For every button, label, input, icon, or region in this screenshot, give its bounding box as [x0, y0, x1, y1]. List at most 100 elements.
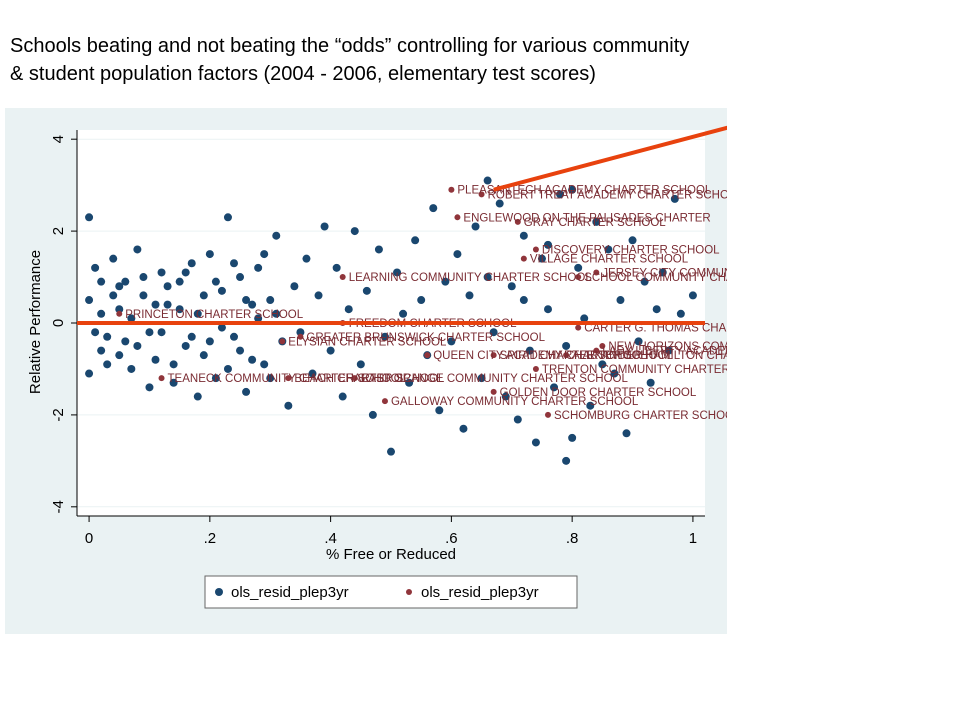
point-all-20	[175, 277, 184, 286]
charter-label-5: VILLAGE CHARTER SCHOOL	[530, 254, 689, 266]
point-all-52	[368, 410, 377, 419]
point-all-90	[598, 360, 607, 369]
charter-label-25: SCHOMBURG CHARTER SCHOOL	[554, 410, 727, 422]
point-all-28	[223, 213, 232, 222]
point-all-105	[562, 456, 571, 465]
point-all-121	[163, 282, 172, 291]
y-axis-label: Relative Performance	[27, 250, 44, 394]
point-all-29	[230, 332, 238, 341]
point-charter-24	[381, 398, 388, 405]
point-all-89	[592, 217, 601, 226]
point-all-132	[230, 259, 238, 268]
x-tick-label-5: 1	[689, 530, 697, 547]
point-all-116	[133, 341, 142, 350]
charter-label-13: ELYSIAN CHARTER SCHOOL	[288, 336, 447, 348]
point-all-24	[199, 351, 208, 360]
point-all-79	[531, 438, 540, 447]
slide-title: Schools beating and not beating the “odd…	[10, 32, 910, 88]
point-all-124	[181, 268, 190, 277]
point-all-122	[169, 360, 178, 369]
point-all-125	[187, 332, 196, 341]
point-all-54	[380, 332, 389, 341]
y-tick-label-2: 0	[50, 319, 67, 327]
charter-label-18: ALEXANDER HAMILTON CHARTER SCHOOL	[572, 350, 727, 362]
point-charter-13	[279, 338, 286, 345]
point-all-67	[459, 424, 468, 433]
point-all-22	[187, 259, 196, 268]
point-all-74	[501, 392, 510, 401]
point-all-71	[483, 273, 492, 282]
point-all-34	[260, 360, 269, 369]
point-all-73	[495, 199, 504, 208]
point-all-31	[242, 387, 251, 396]
point-charter-0	[448, 186, 455, 193]
point-all-107	[568, 185, 577, 194]
point-all-88	[586, 401, 595, 410]
point-all-40	[296, 328, 305, 337]
point-all-111	[103, 332, 112, 341]
charter-label-16: QUEEN CITY ACADEMY CHARTER SCHOOL	[433, 350, 673, 362]
legend: ols_resid_plep3yr ols_resid_plep3yr	[204, 575, 578, 609]
point-charter-17	[490, 352, 497, 359]
y-tick-label-4: 4	[50, 135, 67, 143]
point-charter-8	[575, 274, 582, 281]
legend-entry-2: ols_resid_plep3yr	[421, 584, 539, 601]
point-all-81	[544, 305, 552, 314]
point-all-0	[85, 213, 94, 222]
point-all-11	[121, 337, 130, 346]
point-all-139	[272, 309, 281, 318]
x-tick-label-4: .8	[566, 530, 579, 547]
point-all-126	[193, 392, 202, 401]
reference-lines	[77, 118, 754, 325]
point-charter-25	[545, 411, 551, 418]
point-charter-4	[532, 246, 539, 253]
point-all-69	[471, 222, 480, 231]
point-all-103	[676, 309, 685, 318]
x-tick-label-2: .4	[324, 530, 337, 547]
point-all-136	[254, 314, 263, 323]
point-all-1	[91, 263, 100, 272]
point-all-113	[115, 351, 124, 360]
point-all-30	[236, 273, 245, 282]
slide-title-line-2: & student population factors (2004 - 200…	[10, 63, 596, 85]
point-all-85	[568, 433, 577, 442]
point-all-100	[658, 268, 667, 277]
axes: 0 .2 .4 .6 .8 1 -4 -2 0 2 4	[50, 130, 705, 547]
legend-entry-1: ols_resid_plep3yr	[231, 584, 349, 601]
point-all-14	[139, 291, 148, 300]
charter-label-1: ROBERT TREAT ACADEMY CHARTER SCHOOL	[488, 189, 727, 201]
point-all-135	[248, 355, 257, 364]
x-axis-label: % Free or Reduced	[326, 546, 456, 563]
point-all-101	[664, 346, 673, 355]
scatter-chart: 0 .2 .4 .6 .8 1 -4 -2 0 2 4 PLEASANTECH ACADEMY CH…	[5, 108, 868, 634]
point-all-138	[266, 374, 275, 383]
point-all-25	[205, 250, 214, 259]
point-all-35	[266, 296, 275, 305]
y-tick-label-0: -4	[50, 500, 67, 513]
point-all-104	[688, 291, 697, 300]
point-all-66	[453, 250, 462, 259]
point-all-6	[103, 360, 112, 369]
point-charter-14	[599, 342, 606, 349]
point-all-76	[513, 415, 522, 424]
point-all-2	[97, 277, 106, 286]
point-all-42	[308, 369, 317, 378]
charter-label-21: EAST ORANGE COMMUNITY CHARTER SCHOOL	[361, 373, 629, 385]
point-charter-23	[490, 388, 497, 395]
point-all-47	[338, 392, 347, 401]
point-charter-3	[514, 218, 521, 225]
point-all-3	[85, 296, 94, 305]
point-all-120	[157, 328, 166, 337]
point-all-70	[477, 374, 486, 383]
point-all-46	[332, 263, 341, 272]
point-all-80	[537, 254, 546, 263]
charter-label-17: SPIRIT CHARTER SCHOOL	[500, 350, 648, 362]
point-all-133	[236, 346, 245, 355]
point-charter-7	[593, 269, 600, 276]
point-all-97	[640, 277, 649, 286]
legend-marker-2	[406, 589, 412, 595]
legend-marker-1	[215, 588, 223, 596]
slide-title-line-1: Schools beating and not beating the “odd…	[10, 35, 690, 57]
point-all-36	[272, 231, 281, 240]
point-all-17	[157, 268, 166, 277]
